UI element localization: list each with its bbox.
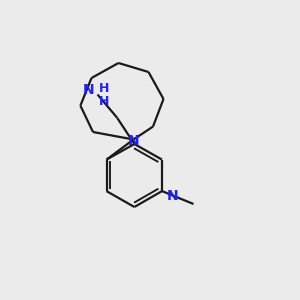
- Text: N: N: [128, 134, 139, 148]
- Text: H: H: [99, 82, 109, 95]
- Text: N: N: [83, 83, 94, 97]
- Text: H: H: [99, 95, 109, 108]
- Text: N: N: [167, 190, 178, 203]
